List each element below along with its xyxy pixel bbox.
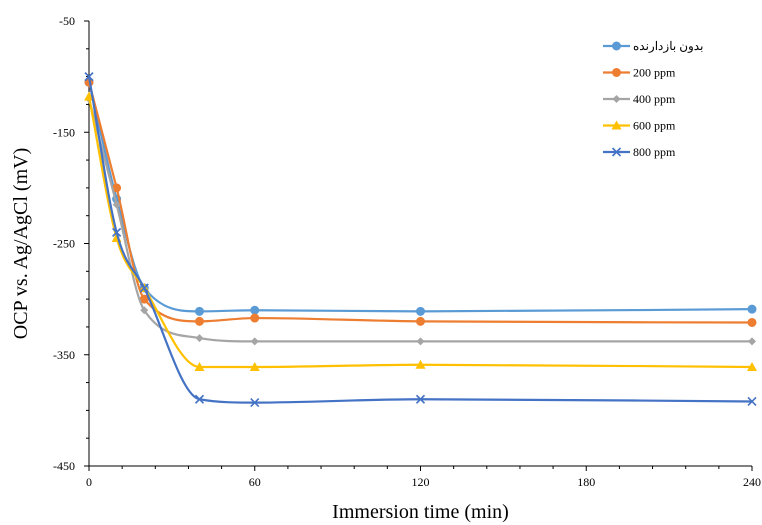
x-tick-label: 60: [249, 475, 261, 489]
series-2: [85, 94, 756, 346]
legend-item: 800 ppm: [603, 145, 676, 159]
data-point: [250, 398, 260, 408]
series-1: [84, 77, 757, 327]
y-tick-label: -150: [53, 125, 75, 139]
data-point: [250, 305, 260, 315]
data-point: [416, 337, 425, 346]
legend-item: 400 ppm: [603, 92, 676, 106]
x-axis-title: Immersion time (min): [332, 501, 509, 523]
axes: [84, 20, 753, 471]
data-point: [748, 337, 756, 346]
legend-label: 200 ppm: [633, 66, 676, 80]
data-point: [416, 316, 425, 326]
y-tick-label: -350: [53, 348, 75, 362]
data-point: [416, 306, 425, 316]
data-point: [139, 283, 149, 293]
x-tick-labels: 0 60 120 180 240: [86, 475, 761, 489]
y-tick-label: -450: [53, 459, 75, 473]
legend-label: 800 ppm: [633, 145, 676, 159]
legend-marker: [611, 147, 622, 157]
data-point: [415, 359, 426, 369]
data-point: [747, 317, 757, 327]
series-line: [87, 96, 753, 369]
data-point: [194, 394, 205, 404]
legend-item: 200 ppm: [603, 66, 676, 80]
data-point: [747, 304, 757, 314]
data-point: [194, 361, 205, 371]
data-point: [250, 337, 259, 346]
legend: بدون بازدارنده 200 ppm 400 ppm 600 ppm 800 p…: [603, 39, 703, 159]
y-tick-label: -250: [53, 237, 75, 251]
legend-marker: [612, 95, 621, 103]
data-point: [415, 394, 426, 404]
legend-label: بدون بازدارنده: [633, 39, 703, 53]
data-point: [249, 361, 260, 371]
data-point: [747, 361, 757, 371]
legend-label: 400 ppm: [633, 92, 676, 106]
legend-marker: [611, 120, 622, 130]
legend-label: 600 ppm: [633, 119, 676, 133]
x-tick-label: 240: [743, 475, 761, 489]
legend-item: 600 ppm: [603, 119, 676, 133]
data-point: [250, 313, 260, 323]
series-3: [84, 91, 757, 371]
series-4: [84, 72, 757, 408]
data-point: [747, 396, 757, 407]
series-line: [87, 81, 753, 313]
legend-marker: [612, 41, 621, 51]
x-tick-label: 180: [577, 475, 595, 489]
data-point: [112, 200, 121, 209]
series-0: [84, 77, 757, 316]
series-layer: [84, 72, 757, 408]
data-point: [140, 306, 149, 315]
data-point: [195, 334, 204, 343]
y-tick-labels: -50 -150 -250 -350 -450: [53, 14, 75, 473]
data-point: [195, 316, 204, 326]
x-tick-label: 0: [86, 475, 92, 489]
data-point: [112, 227, 122, 237]
series-line: [87, 98, 753, 343]
data-point: [84, 72, 94, 82]
x-tick-label: 120: [412, 475, 430, 489]
data-point: [195, 306, 204, 316]
legend-marker: [612, 68, 621, 77]
data-point: [84, 91, 94, 101]
y-axis-title: OCP vs. Ag/AgCl (mV): [10, 148, 32, 340]
legend-item: بدون بازدارنده: [603, 39, 703, 53]
y-tick-label: -50: [59, 14, 75, 28]
